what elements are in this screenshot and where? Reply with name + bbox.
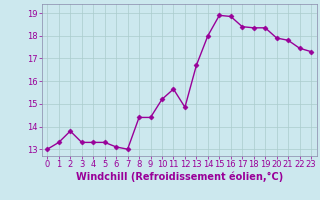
X-axis label: Windchill (Refroidissement éolien,°C): Windchill (Refroidissement éolien,°C)	[76, 172, 283, 182]
